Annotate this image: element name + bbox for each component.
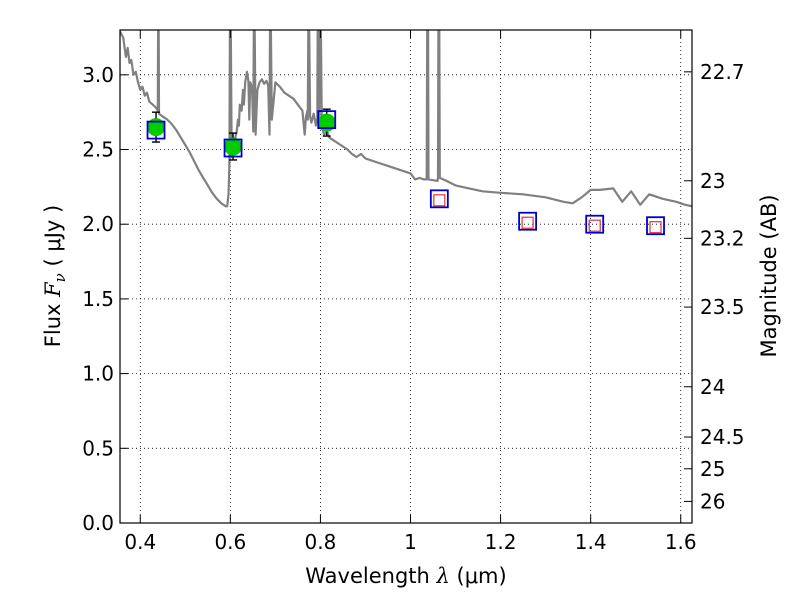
template-spectrum-line	[120, 30, 692, 208]
x-tick-label: 0.6	[214, 530, 246, 554]
y2-tick-label: 23	[700, 169, 725, 193]
y-tick-label: 2.5	[82, 138, 114, 162]
predicted-flux-marker	[521, 216, 534, 229]
model-flux-marker	[317, 110, 337, 130]
model-flux-marker	[146, 120, 166, 140]
observed-flux-point	[224, 137, 243, 156]
plot-frame	[119, 29, 693, 524]
y-tick-label: 1.5	[82, 287, 114, 311]
y-tick-label: 2.0	[82, 212, 114, 236]
marker-layer	[146, 108, 665, 236]
x-tick-label: 1	[404, 530, 417, 554]
y2-tick-label: 24.5	[700, 425, 745, 449]
y-tick-label: 0.5	[82, 436, 114, 460]
y2-tick-label: 26	[700, 489, 725, 513]
y2-tick-label: 23.2	[700, 226, 745, 250]
series-layer	[120, 30, 692, 208]
y-tick-label: 3.0	[82, 63, 114, 87]
model-flux-marker	[585, 214, 605, 234]
y-axis-label: Flux Fν ( μJy )	[41, 205, 69, 347]
y2-tick-label: 24	[700, 375, 725, 399]
model-flux-marker	[429, 189, 449, 209]
x-tick-label: 1.6	[665, 530, 697, 554]
predicted-flux-marker	[433, 194, 446, 207]
y2-tick-label: 22.7	[700, 60, 745, 84]
y2-tick-label: 23.5	[700, 295, 745, 319]
ticks: 0.4 0.6 0.8 1 1.2 1.4 1.6 0.0 0.5 1.0 1.5 2.0 2.5 3.0…	[82, 30, 745, 554]
plot-background	[120, 30, 692, 523]
predicted-flux-marker	[649, 221, 662, 234]
x-tick-label: 0.4	[124, 530, 156, 554]
model-flux-marker	[518, 211, 538, 231]
y-tick-label: 0.0	[82, 511, 114, 535]
x-tick-label: 1.2	[485, 530, 517, 554]
x-tick-label: 0.8	[305, 530, 337, 554]
x-axis-label: Wavelength λ (μm)	[305, 564, 506, 588]
model-flux-marker	[646, 216, 665, 236]
y-tick-label: 1.0	[82, 362, 114, 386]
y2-axis-label: Magnitude (AB)	[757, 194, 781, 357]
predicted-flux-marker	[588, 219, 601, 232]
y2-tick-label: 25	[700, 457, 725, 481]
x-tick-label: 1.4	[575, 530, 607, 554]
model-flux-marker	[223, 138, 243, 158]
